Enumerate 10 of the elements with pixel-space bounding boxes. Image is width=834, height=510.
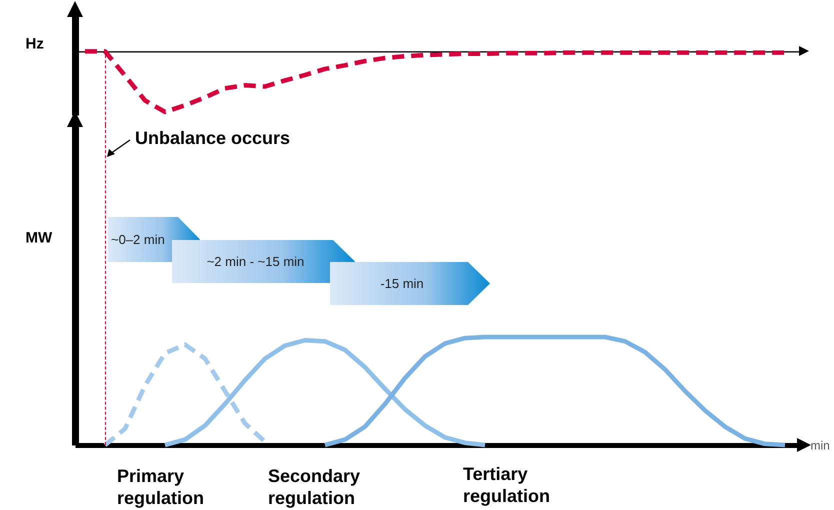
text: Tertiary regulation	[463, 463, 552, 507]
text: ~2 min - ~15 min	[206, 254, 306, 269]
y-axis-title: Hz	[26, 36, 44, 52]
x-axis-title: min	[810, 438, 830, 452]
text: ~0–2 min	[110, 232, 166, 247]
text: Secondary regulation	[268, 465, 362, 509]
y-axis-title: MW	[26, 230, 53, 246]
text: Unbalance occurs	[135, 128, 290, 149]
text: -15 min	[379, 276, 425, 291]
text: Primary regulation	[117, 465, 206, 509]
